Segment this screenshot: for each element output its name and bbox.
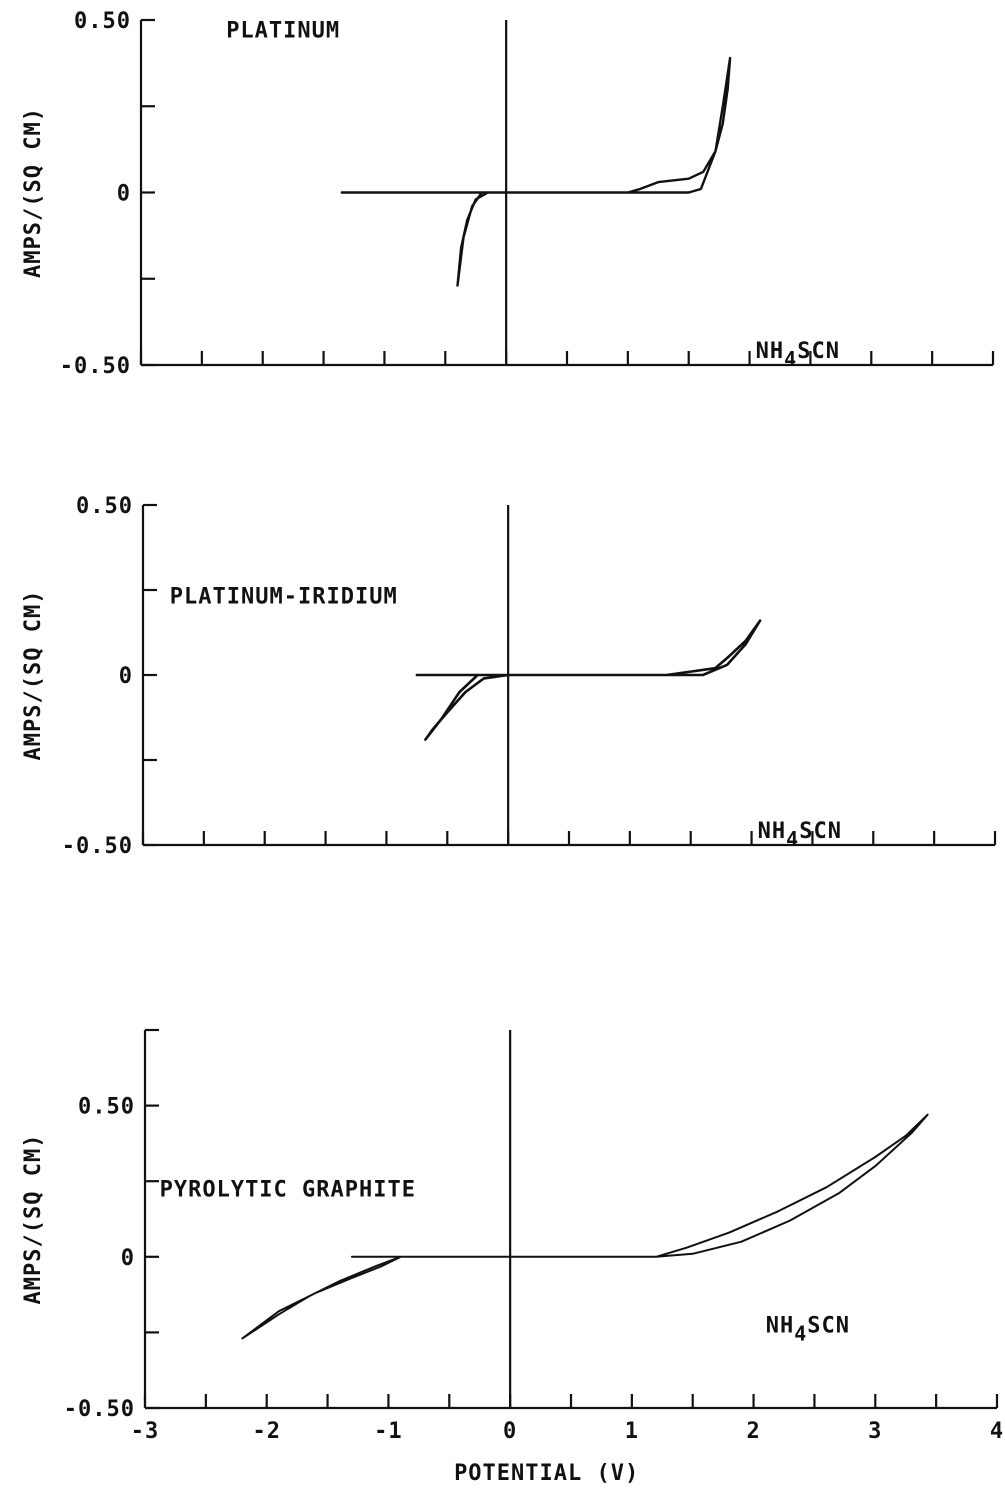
cyclic-voltammogram-series bbox=[241, 1113, 929, 1340]
y-tick-label: -0.50 bbox=[60, 354, 131, 379]
x-tick-label: 3 bbox=[868, 1419, 882, 1444]
cyclic-voltammogram-series bbox=[415, 619, 762, 741]
y-axis-title: AMPS/(SQ CM) bbox=[21, 590, 46, 761]
x-tick-label: 2 bbox=[746, 1419, 760, 1444]
y-tick-label: -0.50 bbox=[64, 1397, 135, 1422]
y-tick-label: 0.50 bbox=[78, 1095, 135, 1120]
y-tick-label: 0 bbox=[117, 182, 131, 207]
electrode-label: PLATINUM bbox=[226, 18, 340, 43]
panel-3: 0.50 0 -0.50-3 -2 -1 0 1 2 3 4 AMPS/(SQ CM) POTENTI… bbox=[21, 1028, 1004, 1486]
y-tick-label: -0.50 bbox=[62, 834, 133, 859]
cyclic-voltammogram-series bbox=[340, 56, 732, 287]
panel-2: 0.50 0 -0.50 AMPS/(SQ CM) PLATINUM-IRIDIUM NH… bbox=[21, 494, 997, 859]
electrode-label: PLATINUM-IRIDIUM bbox=[170, 585, 398, 610]
y-tick-label: 0.50 bbox=[74, 9, 131, 34]
electrode-label: PYROLYTIC GRAPHITE bbox=[160, 1177, 416, 1202]
x-tick-label: -3 bbox=[131, 1419, 160, 1444]
y-tick-label: 0 bbox=[119, 664, 133, 689]
x-tick-label: -2 bbox=[252, 1419, 281, 1444]
x-axis-title: POTENTIAL (V) bbox=[454, 1461, 639, 1486]
electrolyte-label: NH4SCN bbox=[758, 819, 842, 851]
y-tick-label: 0 bbox=[121, 1246, 135, 1271]
electrolyte-label: NH4SCN bbox=[766, 1313, 850, 1345]
panel-1: 0.50 0 -0.50 AMPS/(SQ CM) PLATINUM NH4SCN bbox=[21, 9, 995, 379]
x-tick-label: -1 bbox=[374, 1419, 403, 1444]
electrolyte-label: NH4SCN bbox=[756, 339, 840, 371]
x-tick-label: 1 bbox=[625, 1419, 639, 1444]
y-axis-title: AMPS/(SQ CM) bbox=[21, 107, 46, 278]
x-tick-label: 0 bbox=[503, 1419, 517, 1444]
y-axis-title: AMPS/(SQ CM) bbox=[21, 1134, 46, 1305]
x-tick-label: 4 bbox=[990, 1419, 1004, 1444]
y-tick-label: 0.50 bbox=[76, 494, 133, 519]
